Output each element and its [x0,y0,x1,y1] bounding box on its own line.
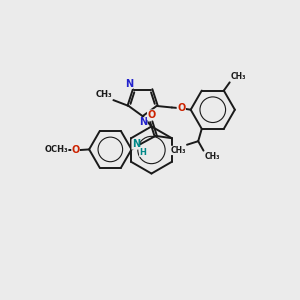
Text: N: N [139,117,147,127]
Text: O: O [147,110,155,120]
Text: CH₃: CH₃ [170,146,186,155]
Text: CH₃: CH₃ [230,72,246,81]
Text: H: H [139,148,146,157]
Text: N: N [125,79,133,88]
Text: CH₃: CH₃ [205,152,220,161]
Text: OCH₃: OCH₃ [44,146,68,154]
Text: CH₃: CH₃ [96,91,112,100]
Text: N: N [132,140,140,149]
Text: O: O [177,103,185,113]
Text: O: O [71,145,80,155]
